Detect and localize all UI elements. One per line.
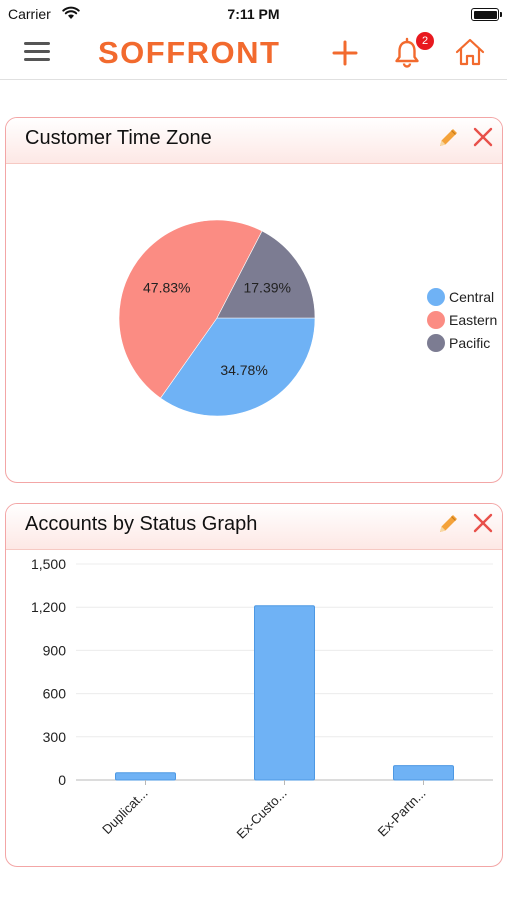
nav-bar: SOFFRONT 2 xyxy=(0,28,507,80)
x-tick-label: Ex-Custo... xyxy=(234,786,290,842)
pencil-icon[interactable] xyxy=(436,126,460,150)
customer-time-zone-card: Customer Time Zone 34.78% 47.83% 17.39% Cen… xyxy=(5,117,503,483)
clock-time: 7:11 PM xyxy=(227,6,280,22)
pie-label-eastern: 47.83% xyxy=(143,279,190,295)
bar-chart-area: 0 300 600 900 1,200 1,500 Duplicat... Ex-Custo.… xyxy=(6,550,502,866)
soffront-logo: SOFFRONT xyxy=(98,35,281,70)
close-icon[interactable] xyxy=(472,512,494,534)
carrier-label: Carrier xyxy=(8,6,51,22)
legend-label-pacific: Pacific xyxy=(449,335,490,351)
bar-3[interactable] xyxy=(393,765,454,781)
legend-swatch-central xyxy=(427,288,445,306)
close-icon[interactable] xyxy=(472,126,494,148)
legend-swatch-eastern xyxy=(427,311,445,329)
battery-icon xyxy=(471,8,502,21)
bell-icon[interactable] xyxy=(392,37,422,69)
pie-label-pacific: 17.39% xyxy=(243,279,290,295)
card-header: Accounts by Status Graph xyxy=(6,504,502,550)
pie-label-central: 34.78% xyxy=(220,362,267,378)
y-tick-label: 600 xyxy=(43,686,67,702)
menu-icon-line xyxy=(24,58,50,61)
pencil-icon[interactable] xyxy=(436,512,460,536)
card-header: Customer Time Zone xyxy=(6,118,502,164)
legend-label-eastern: Eastern xyxy=(449,312,497,328)
pie-slice-central[interactable] xyxy=(160,317,316,417)
pie-slice-pacific[interactable] xyxy=(216,230,316,319)
wifi-icon xyxy=(62,6,80,19)
notification-badge: 2 xyxy=(416,32,434,50)
y-tick-label: 0 xyxy=(58,772,66,788)
y-tick-label: 300 xyxy=(43,729,67,745)
pie-chart: 34.78% 47.83% 17.39% Central Eastern Pacific xyxy=(118,219,497,417)
card-title: Accounts by Status Graph xyxy=(25,513,258,535)
bar-2[interactable] xyxy=(254,605,315,781)
y-tick-label: 1,500 xyxy=(31,556,66,572)
y-tick-label: 1,200 xyxy=(31,599,66,615)
bar-chart: 0 300 600 900 1,200 1,500 Duplicat... Ex-Custo.… xyxy=(31,556,493,842)
plus-icon[interactable] xyxy=(330,38,360,68)
card-title: Customer Time Zone xyxy=(25,127,212,149)
y-tick-label: 900 xyxy=(43,642,67,658)
home-icon[interactable] xyxy=(454,36,486,68)
bar-1[interactable] xyxy=(115,772,176,781)
pie-chart-area: 34.78% 47.83% 17.39% Central Eastern Pacific xyxy=(6,164,502,482)
legend-label-central: Central xyxy=(449,289,494,305)
menu-icon-line xyxy=(24,50,50,53)
x-tick-label: Duplicat... xyxy=(99,786,150,837)
legend-swatch-pacific xyxy=(427,334,445,352)
menu-icon xyxy=(24,42,50,45)
pie-slice-eastern[interactable] xyxy=(118,219,263,399)
accounts-by-status-card: Accounts by Status Graph 0 300 600 900 1,200… xyxy=(5,503,503,867)
menu-button[interactable] xyxy=(24,42,50,64)
x-tick-label: Ex-Partn... xyxy=(375,786,429,840)
status-bar: Carrier 7:11 PM xyxy=(0,0,507,28)
